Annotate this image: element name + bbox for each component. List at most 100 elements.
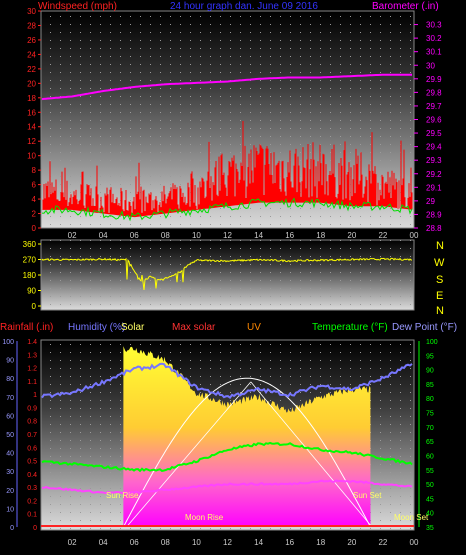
direction-ytick-label: 180 [23, 271, 37, 280]
x-tick-label: 04 [99, 231, 108, 240]
legend-temperature: Temperature (°F) [312, 322, 388, 333]
wind-ytick-label: 18 [27, 94, 36, 103]
x-tick-label: 16 [285, 538, 294, 547]
direction-ytick-label: 270 [23, 256, 37, 265]
rain-ytick-label: 0.2 [27, 498, 37, 505]
temp-ytick-label: 45 [426, 496, 434, 503]
x-tick-label: 12 [223, 538, 232, 547]
humidity-ytick-label: 40 [6, 451, 14, 458]
wind-ytick-label: 10 [27, 152, 36, 161]
wind-ytick-label: 12 [27, 137, 36, 146]
windspeed-axis-label: Windspeed (mph) [38, 1, 117, 12]
baro-ytick-label: 28.9 [426, 210, 442, 219]
compass-n-bottom: N [436, 305, 444, 317]
x-tick-label: 10 [192, 231, 201, 240]
temp-ytick-label: 90 [426, 368, 434, 375]
temp-ytick-label: 65 [426, 439, 434, 446]
humidity-ytick-label: 80 [6, 376, 14, 383]
annotation-moon-set: Moon Set [394, 513, 429, 522]
humidity-ytick-label: 70 [6, 395, 14, 402]
x-tick-label: 00 [410, 231, 419, 240]
x-tick-label: 18 [316, 231, 325, 240]
x-tick-label: 10 [192, 538, 201, 547]
x-tick-label: 18 [316, 538, 325, 547]
baro-ytick-label: 30.3 [426, 21, 442, 30]
graph-title: 24 hour graph dan. June 09 2016 [170, 1, 318, 12]
annotation-sun-set: Sun Set [353, 491, 382, 500]
wind-ytick-label: 8 [32, 166, 37, 175]
baro-ytick-label: 29.8 [426, 88, 442, 97]
x-tick-label: 00 [410, 538, 419, 547]
annotation-moon-rise: Moon Rise [185, 513, 224, 522]
compass-w: W [434, 257, 445, 269]
wind-ytick-label: 30 [27, 7, 36, 16]
humidity-ytick-label: 10 [6, 506, 14, 513]
rain-ytick-label: 0.6 [27, 445, 37, 452]
wind-ytick-label: 20 [27, 79, 36, 88]
x-tick-label: 04 [99, 538, 108, 547]
legend-solar: Solar [121, 322, 145, 333]
baro-ytick-label: 30 [426, 61, 435, 70]
direction-ytick-label: 360 [23, 240, 37, 249]
x-tick-label: 12 [223, 231, 232, 240]
baro-ytick-label: 30.2 [426, 34, 442, 43]
humidity-ytick-label: 30 [6, 469, 14, 476]
panel-2-grid [41, 240, 414, 310]
baro-ytick-label: 29.6 [426, 116, 442, 125]
moon-path-set [250, 381, 373, 528]
humidity-ytick-label: 20 [6, 488, 14, 495]
x-tick-label: 06 [130, 231, 139, 240]
baro-ytick-label: 30.1 [426, 48, 442, 57]
rain-ytick-label: 0.3 [27, 485, 37, 492]
direction-ytick-label: 90 [27, 287, 36, 296]
legend-uv: UV [247, 322, 261, 333]
humidity-ytick-label: 90 [6, 358, 14, 365]
rain-ytick-label: 1 [33, 392, 37, 399]
x-tick-label: 22 [378, 231, 387, 240]
humidity-ytick-label: 50 [6, 432, 14, 439]
wind-ytick-label: 14 [27, 123, 36, 132]
x-tick-label: 14 [254, 538, 263, 547]
wind-ytick-label: 28 [27, 21, 36, 30]
wind-ytick-label: 26 [27, 36, 36, 45]
rain-ytick-label: 0 [33, 525, 37, 532]
baro-ytick-label: 29.3 [426, 156, 442, 165]
compass-n-top: N [436, 240, 444, 252]
baro-ytick-label: 28.8 [426, 224, 442, 233]
humidity-line [41, 362, 413, 399]
x-tick-label: 06 [130, 538, 139, 547]
wind-ytick-label: 0 [32, 224, 37, 233]
x-tick-label: 02 [68, 231, 77, 240]
rain-ytick-label: 1.2 [27, 366, 37, 373]
rain-ytick-label: 1.3 [27, 352, 37, 359]
moon-path-rise [126, 381, 252, 528]
wind-ytick-label: 16 [27, 108, 36, 117]
baro-ytick-label: 29.2 [426, 170, 442, 179]
barometer-line [41, 73, 412, 101]
direction-ytick-label: 0 [32, 302, 37, 311]
temp-ytick-label: 35 [426, 525, 434, 532]
wind-min-line [41, 197, 413, 222]
rain-ytick-label: 1.4 [27, 339, 37, 346]
humidity-ytick-label: 60 [6, 413, 14, 420]
baro-ytick-label: 29.7 [426, 102, 442, 111]
x-tick-label: 14 [254, 231, 263, 240]
temp-ytick-label: 80 [426, 396, 434, 403]
dewpoint-line [41, 479, 413, 495]
baro-ytick-label: 29.4 [426, 143, 442, 152]
baro-ytick-label: 29 [426, 197, 435, 206]
legend-dewpoint: Dew Point (°F) [392, 322, 457, 333]
baro-ytick-label: 29.5 [426, 129, 442, 138]
wind-ytick-label: 22 [27, 65, 36, 74]
legend-max-solar: Max solar [172, 322, 216, 333]
wind-direction-line [41, 257, 412, 291]
legend-humidity: Humidity (%) [68, 322, 125, 333]
rain-ytick-label: 0.4 [27, 472, 37, 479]
rain-ytick-label: 0.9 [27, 405, 37, 412]
annotation-sun-rise: Sun Rise [106, 491, 139, 500]
wind-ytick-label: 2 [32, 210, 37, 219]
baro-ytick-label: 29.1 [426, 183, 442, 192]
x-tick-label: 16 [285, 231, 294, 240]
